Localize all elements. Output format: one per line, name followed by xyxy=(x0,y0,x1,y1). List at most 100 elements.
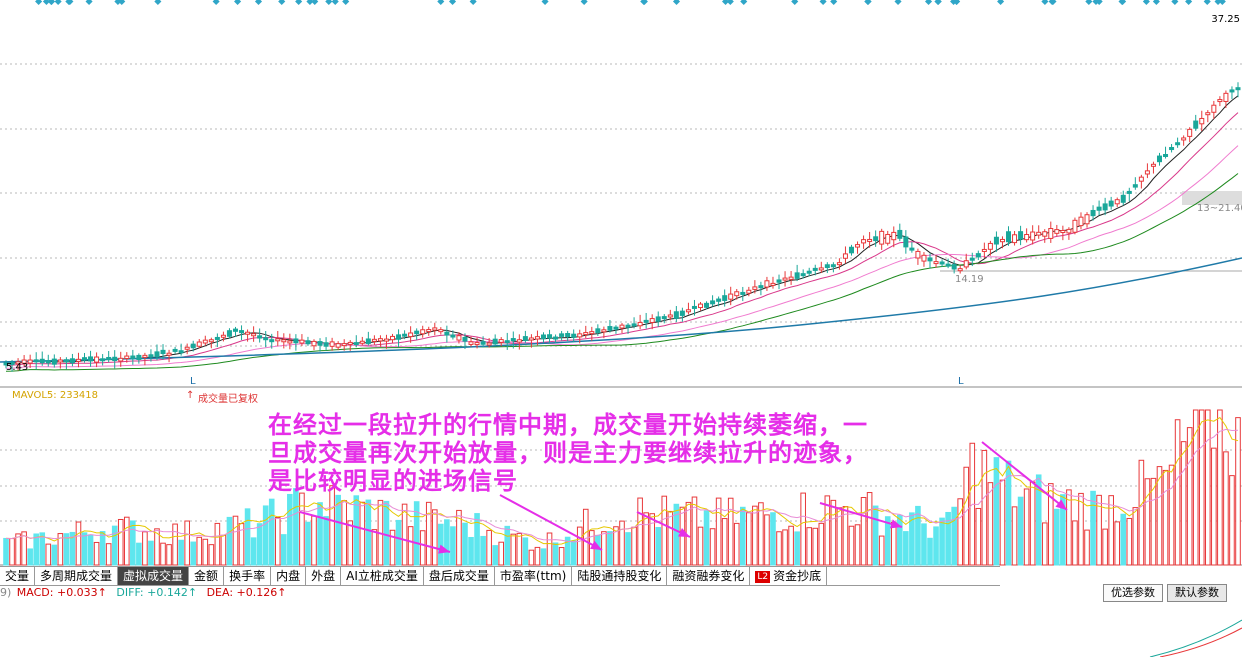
candle-body xyxy=(1090,209,1096,217)
candle-body xyxy=(957,268,963,272)
candle-body xyxy=(15,361,21,365)
candle-body xyxy=(21,359,27,364)
tab-fund-bottom[interactable]: L2 资金抄底 xyxy=(750,567,828,585)
tab-volume[interactable]: 交量 xyxy=(0,567,36,585)
candle-body xyxy=(245,331,251,335)
candle-body xyxy=(589,331,595,335)
volume-bar xyxy=(130,520,136,566)
volume-bar xyxy=(1035,474,1042,566)
top-diamond xyxy=(48,0,56,6)
tab-inner-disk[interactable]: 内盘 xyxy=(271,567,307,585)
candle-body xyxy=(752,286,758,290)
volume-bar xyxy=(208,544,215,566)
volume-bar xyxy=(1150,477,1157,566)
volume-bar xyxy=(462,522,468,566)
ma20-line xyxy=(5,145,1239,369)
volume-bar xyxy=(444,519,450,566)
volume-bar xyxy=(1090,490,1096,566)
tab-after-hours-volume[interactable]: 盘后成交量 xyxy=(424,567,495,585)
price-marker-box xyxy=(1182,191,1242,205)
candle-body xyxy=(3,362,9,366)
volume-bar xyxy=(45,543,52,566)
volume-bar xyxy=(111,525,118,566)
tab-ai-volume[interactable]: AI立桩成交量 xyxy=(341,567,424,585)
candle-body xyxy=(136,354,142,360)
volume-bar xyxy=(582,508,589,566)
candle-body xyxy=(583,332,589,336)
volume-bar xyxy=(1192,409,1199,566)
volume-bar xyxy=(15,533,21,566)
candle-body xyxy=(534,336,540,340)
annotation-arrow xyxy=(299,511,451,553)
candle-body xyxy=(202,339,208,344)
top-diamond xyxy=(295,0,303,6)
candle-body xyxy=(1120,194,1126,203)
volume-bar xyxy=(806,527,813,566)
volume-bar xyxy=(9,538,15,566)
candle-body xyxy=(160,349,166,355)
ma60-line xyxy=(0,257,1242,363)
volume-bar xyxy=(739,506,746,566)
candle-body xyxy=(239,330,245,334)
volume-bar xyxy=(613,526,619,566)
volume-bar xyxy=(1072,520,1078,566)
candle-body xyxy=(679,310,685,316)
volume-bar xyxy=(1162,469,1169,566)
tab-multi-period-volume[interactable]: 多周期成交量 xyxy=(35,567,119,585)
macd-lines xyxy=(1149,619,1242,657)
volume-bar xyxy=(570,540,577,566)
candle-body xyxy=(154,351,160,358)
top-diamond xyxy=(894,0,902,6)
volume-bar xyxy=(202,538,209,566)
candle-body xyxy=(933,261,939,265)
candle-body xyxy=(649,318,655,323)
top-diamond xyxy=(580,0,588,6)
candle-body xyxy=(625,324,631,328)
tab-virtual-volume[interactable]: 虚拟成交量 xyxy=(118,567,190,585)
volume-bar xyxy=(607,531,613,566)
volume-bar xyxy=(1114,521,1121,566)
tab-outer-disk[interactable]: 外盘 xyxy=(306,567,342,585)
top-diamond xyxy=(1119,0,1127,6)
volume-bar xyxy=(709,528,716,566)
candle-body xyxy=(1042,231,1048,237)
candle-body xyxy=(426,329,432,333)
low-marker-1: L xyxy=(190,376,196,387)
volume-bar xyxy=(365,499,372,566)
default-params-button[interactable]: 默认参数 xyxy=(1167,584,1227,602)
volume-bar xyxy=(178,539,184,566)
candle-body xyxy=(329,341,335,347)
tab-amount[interactable]: 金额 xyxy=(189,567,225,585)
tab-margin-change[interactable]: 融资融券变化 xyxy=(667,567,751,585)
top-diamond xyxy=(934,0,942,6)
volume-bar xyxy=(957,498,963,566)
candle-body xyxy=(287,340,293,344)
volume-bar xyxy=(884,516,891,566)
candle-body xyxy=(1163,154,1169,158)
candle-body xyxy=(806,270,812,274)
volume-bar xyxy=(1060,494,1066,566)
candle-body xyxy=(1199,117,1205,125)
candle-body xyxy=(311,340,317,347)
optimal-params-button[interactable]: 优选参数 xyxy=(1103,584,1163,602)
top-diamond xyxy=(1085,0,1093,6)
tab-turnover[interactable]: 换手率 xyxy=(224,567,272,585)
volume-bar xyxy=(758,502,764,566)
volume-bar xyxy=(860,497,867,566)
volume-bar xyxy=(1084,529,1090,566)
volume-bar xyxy=(172,523,178,566)
candle-body xyxy=(915,250,921,259)
volume-bar xyxy=(504,525,511,566)
volume-bar xyxy=(287,493,293,566)
candle-body xyxy=(1223,92,1229,102)
volume-bar xyxy=(33,533,39,566)
tab-hk-connect[interactable]: 陆股通持股变化 xyxy=(572,567,668,585)
volume-bar xyxy=(890,521,897,566)
tab-pe-ttm[interactable]: 市盈率(ttm) xyxy=(495,567,573,585)
volume-bar xyxy=(136,542,142,566)
candle-body xyxy=(661,316,667,320)
annotation-arrow xyxy=(499,494,603,551)
candle-body xyxy=(462,336,468,342)
top-diamond xyxy=(1218,0,1226,6)
